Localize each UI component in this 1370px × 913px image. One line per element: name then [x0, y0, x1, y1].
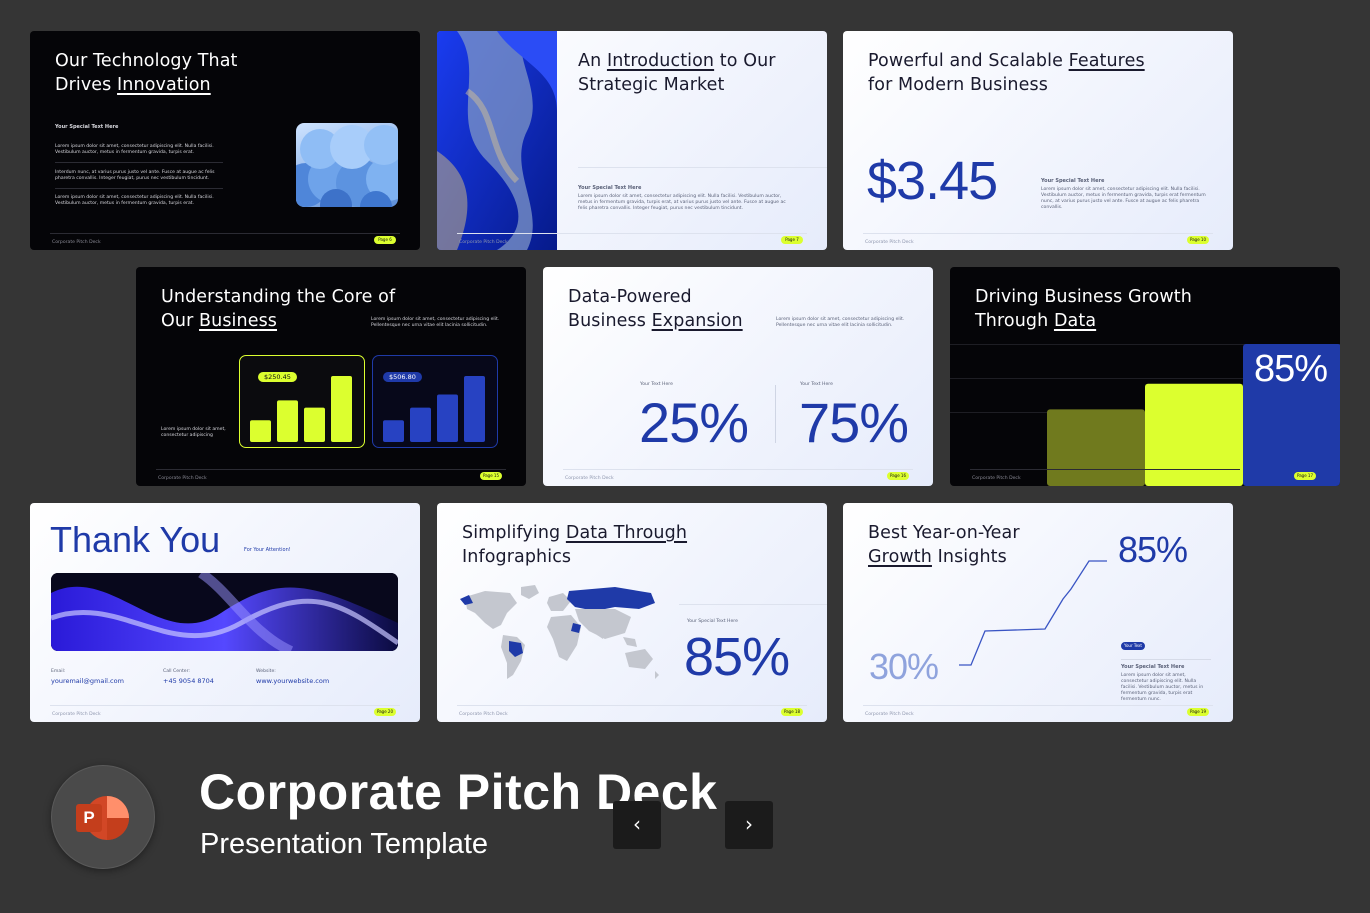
page-badge: Page 20: [374, 708, 396, 716]
footer-text: Corporate Pitch Deck: [459, 240, 508, 245]
slide-yoy-growth[interactable]: Best Year-on-Year Growth Insights 85% 30…: [843, 503, 1233, 722]
paragraph: Lorem ipsum dolor sit amet, consectetur …: [55, 195, 214, 206]
slide-core-business[interactable]: Understanding the Core of Our Business L…: [136, 267, 526, 486]
paragraph: Lorem ipsum dolor sit amet, consectetur …: [1121, 673, 1204, 702]
page-badge: Page 6: [374, 236, 396, 244]
page-badge: Page 18: [781, 708, 803, 716]
thank-you-title: Thank You: [50, 519, 221, 560]
email-label: Email:: [51, 669, 66, 674]
slide-title: An Introduction to Our Strategic Market: [578, 51, 776, 95]
percent-value-top: 85%: [1118, 529, 1188, 570]
slide-title: Data-Powered Business Expansion: [568, 287, 743, 331]
slide-growth-through-data[interactable]: Driving Business Growth Through Data 85%…: [950, 267, 1340, 486]
slide-title: Driving Business Growth Through Data: [975, 287, 1192, 331]
footer-text: Corporate Pitch Deck: [865, 240, 914, 245]
abstract-banner-image: [51, 573, 398, 651]
slide-title: Best Year-on-Year Growth Insights: [868, 523, 1020, 567]
text-label: Your Text Here: [640, 382, 673, 387]
text-pill: Your Text: [1121, 642, 1145, 650]
growth-line: [959, 560, 1107, 666]
paragraph: Lorem ipsum dolor sit amet, consectetur …: [161, 427, 226, 438]
app-icon-badge: P: [51, 765, 155, 869]
bar-chart-blue: [383, 376, 485, 442]
world-map: [455, 583, 665, 688]
slide-technology-innovation[interactable]: Our Technology That Drives Innovation Yo…: [30, 31, 420, 250]
page-badge: Page 16: [887, 472, 909, 480]
page-badge: Page 19: [1187, 708, 1209, 716]
footer-text: Corporate Pitch Deck: [52, 240, 101, 245]
abstract-image: [437, 31, 557, 250]
slide-infographics[interactable]: Simplifying Data Through Infographics: [437, 503, 827, 722]
growth-bar-chart: [1047, 344, 1340, 486]
special-text-label: Your Special Text Here: [578, 185, 642, 191]
slide-data-expansion[interactable]: Data-Powered Business Expansion Lorem ip…: [543, 267, 933, 486]
footer-text: Corporate Pitch Deck: [972, 476, 1021, 481]
special-text-label: Your Special Text Here: [1041, 178, 1105, 184]
paragraph: Lorem ipsum dolor sit amet, consectetur …: [55, 144, 214, 155]
chevron-right-icon: ›: [745, 812, 753, 836]
chart-card-blue: $506.80: [372, 355, 498, 448]
value-chip: $506.80: [383, 372, 422, 382]
abstract-image: [296, 123, 398, 207]
website-label: Website:: [256, 669, 276, 674]
app-letter: P: [83, 808, 95, 827]
big-value: $3.45: [867, 151, 998, 211]
special-text-label: Your Special Text Here: [55, 124, 119, 130]
bar: [383, 420, 404, 442]
previous-arrow-button[interactable]: ‹: [613, 801, 661, 849]
bar: [1047, 409, 1145, 486]
email-value[interactable]: youremail@gmail.com: [51, 677, 124, 685]
text-label: Your Text Here: [800, 382, 833, 387]
percent-value: 85%: [1254, 348, 1328, 390]
slide-scalable-features[interactable]: Powerful and Scalable Features for Moder…: [843, 31, 1233, 250]
bar: [277, 400, 298, 442]
footer-text: Corporate Pitch Deck: [52, 712, 101, 717]
bar: [304, 407, 325, 442]
slide-title: Powerful and Scalable Features for Moder…: [868, 51, 1145, 95]
slide-title: Our Technology That Drives Innovation: [55, 51, 238, 95]
page-badge: Page 15: [480, 472, 502, 480]
call-center-value[interactable]: +45 9054 8704: [163, 677, 214, 685]
website-value[interactable]: www.yourwebsite.com: [256, 677, 330, 685]
product-subtitle: Presentation Template: [200, 828, 489, 860]
bar: [1243, 344, 1340, 486]
percent-value: 25%: [639, 391, 749, 454]
footer-text: Corporate Pitch Deck: [459, 712, 508, 717]
slide-title: Simplifying Data Through Infographics: [462, 523, 688, 567]
special-text-label: Your Special Text Here: [687, 619, 738, 624]
paragraph: Interdum nunc, at varius purus justo vel…: [55, 170, 215, 181]
percent-value: 85%: [684, 627, 790, 687]
value-chip: $250.45: [258, 372, 297, 382]
bar: [464, 376, 485, 442]
bar: [410, 407, 431, 442]
slide-title: Understanding the Core of Our Business: [161, 287, 396, 331]
powerpoint-icon: P: [76, 793, 132, 843]
paragraph: Lorem ipsum dolor sit amet, consectetur …: [578, 194, 786, 211]
bar: [1145, 383, 1243, 486]
call-center-label: Call Center:: [163, 669, 190, 674]
paragraph: Lorem ipsum dolor sit amet, consectetur …: [776, 317, 905, 328]
page-badge: Page 10: [1187, 236, 1209, 244]
percent-value: 75%: [799, 391, 909, 454]
bar-chart-lime: [250, 376, 352, 442]
special-text-label: Your Special Text Here: [1121, 664, 1185, 670]
footer-text: Corporate Pitch Deck: [158, 476, 207, 481]
paragraph: Lorem ipsum dolor sit amet, consectetur …: [1041, 187, 1206, 210]
thank-you-subtitle: For Your Attention!: [244, 547, 291, 553]
slide-introduction-market[interactable]: An Introduction to Our Strategic Market …: [437, 31, 827, 250]
footer-text: Corporate Pitch Deck: [865, 712, 914, 717]
page-badge: Page 7: [781, 236, 803, 244]
footer-text: Corporate Pitch Deck: [565, 476, 614, 481]
bar: [250, 420, 271, 442]
page-badge: Page 17: [1294, 472, 1316, 480]
chart-card-lime: $250.45: [239, 355, 365, 448]
percent-value-bottom: 30%: [869, 646, 939, 687]
paragraph: Lorem ipsum dolor sit amet, consectetur …: [371, 317, 500, 328]
bar: [331, 376, 352, 442]
chevron-left-icon: ‹: [633, 812, 641, 836]
slide-thank-you[interactable]: Thank You For Your Attention! Email: you…: [30, 503, 420, 722]
bar: [437, 394, 458, 442]
next-arrow-button[interactable]: ›: [725, 801, 773, 849]
